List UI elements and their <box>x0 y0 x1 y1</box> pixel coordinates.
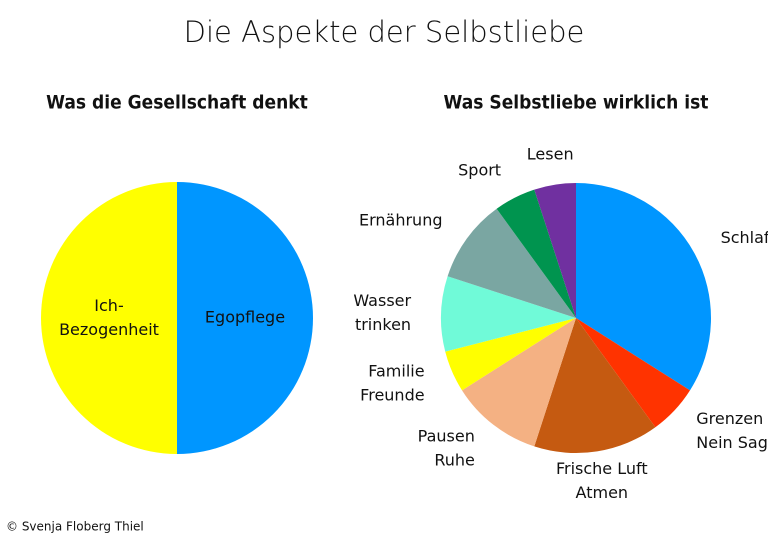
pie-slice <box>576 318 690 428</box>
pie-slice <box>440 276 576 352</box>
pie-title: Was Selbstliebe wirklich ist <box>444 92 709 114</box>
slice-label: Pausen Ruhe <box>418 426 475 469</box>
pie-slice <box>534 183 576 318</box>
slice-label: Schlaf <box>721 228 768 247</box>
pie-slice <box>576 183 711 391</box>
slice-label: Frische Luft Atmen <box>556 458 648 501</box>
slice-label: Wasser trinken <box>353 290 411 333</box>
footer: © Svenja Floberg Thiel <box>6 520 144 534</box>
slice-label: Ernährung <box>359 211 443 230</box>
slice-label: Lesen <box>527 145 574 164</box>
pie-slice <box>534 318 656 453</box>
pie-slice <box>41 182 177 454</box>
pie-slice <box>445 318 576 391</box>
slice-label: Ich-Bezogenheit <box>59 296 159 339</box>
pie-title: Was die Gesellschaft denkt <box>46 92 308 114</box>
slice-label: Familie Freunde <box>360 361 424 404</box>
main-title: Die Aspekte der Selbstliebe <box>184 15 585 49</box>
pie-slice <box>177 182 313 454</box>
pie-slice <box>447 208 576 318</box>
slice-label: Sport <box>458 160 501 179</box>
pie-slice <box>462 318 576 447</box>
slice-label: Egopflege <box>205 308 285 327</box>
pie-slice <box>496 189 576 318</box>
